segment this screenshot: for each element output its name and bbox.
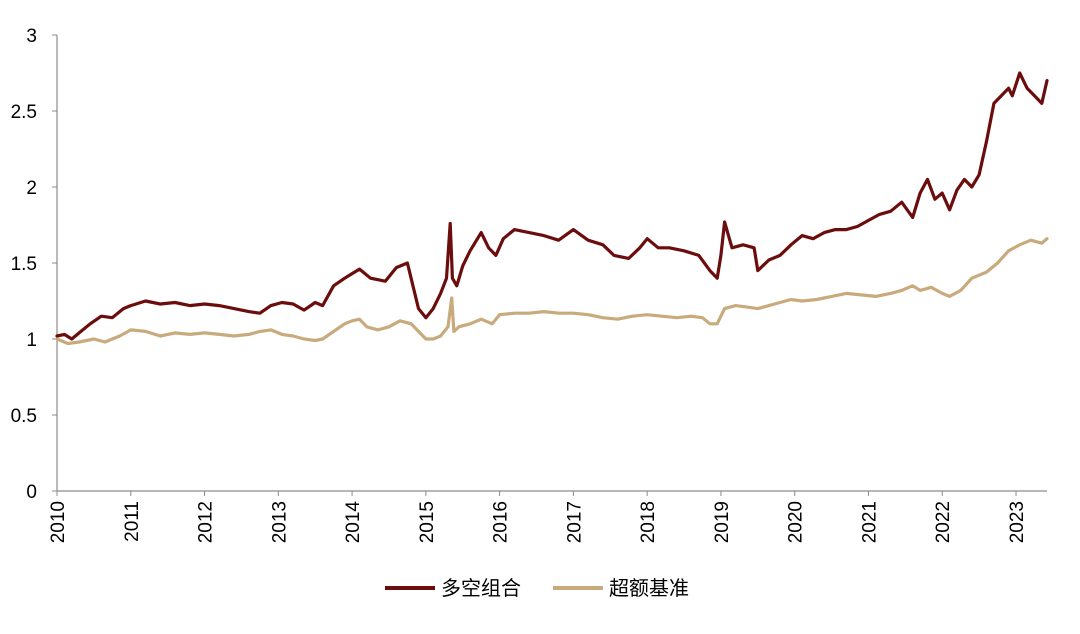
y-tick-label: 2 xyxy=(26,178,37,199)
x-tick-label: 2020 xyxy=(786,501,807,543)
series-line-2 xyxy=(55,237,1049,346)
x-tick-label: 2014 xyxy=(343,501,364,544)
x-tick-label: 2022 xyxy=(933,501,954,543)
y-tick-label: 0.5 xyxy=(11,406,37,427)
y-tick-label: 3 xyxy=(26,26,37,47)
x-axis-ticks: 2010 2011 2012 2013 2014 2015 2016 2017 2018 2019… xyxy=(48,491,1028,543)
axes xyxy=(56,35,1047,492)
x-tick-label: 2011 xyxy=(122,501,143,542)
legend: 多空组合 超额基准 xyxy=(385,577,689,600)
y-tick-label: 0 xyxy=(26,482,37,503)
y-axis-ticks: 0 0.5 1 1.5 2 2.5 3 xyxy=(11,26,57,503)
x-tick-label: 2010 xyxy=(48,501,69,543)
x-tick-label: 2013 xyxy=(269,501,290,543)
series-line-1 xyxy=(55,71,1049,341)
x-tick-label: 2015 xyxy=(417,501,438,543)
x-tick-label: 2012 xyxy=(196,501,217,543)
legend-label-2: 超额基准 xyxy=(609,577,689,600)
x-tick-label: 2016 xyxy=(491,501,512,543)
series-layer xyxy=(55,71,1049,346)
x-tick-label: 2017 xyxy=(564,501,585,543)
x-tick-label: 2023 xyxy=(1007,501,1028,543)
y-tick-label: 2.5 xyxy=(11,102,37,123)
x-tick-label: 2018 xyxy=(638,501,659,543)
legend-label-1: 多空组合 xyxy=(441,577,521,600)
y-tick-label: 1.5 xyxy=(11,254,37,275)
x-tick-label: 2019 xyxy=(712,501,733,543)
x-tick-label: 2021 xyxy=(859,501,880,543)
y-tick-label: 1 xyxy=(26,330,37,351)
